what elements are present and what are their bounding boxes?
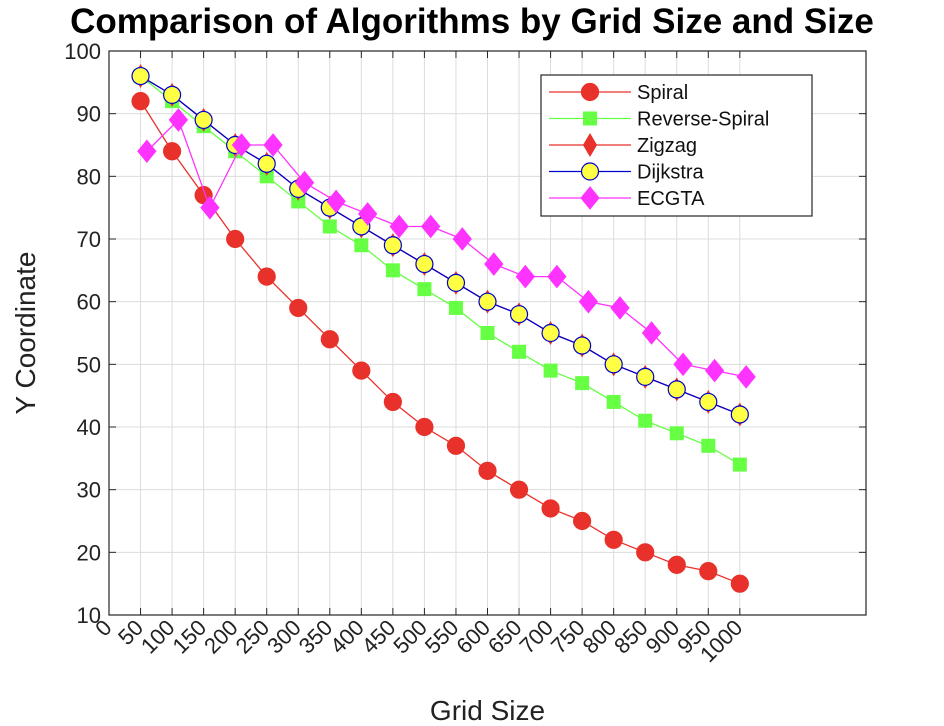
data-point — [604, 530, 623, 549]
legend: Spiral Reverse-Spiral Zigzag Dijkstra ECGTA — [540, 74, 813, 217]
data-point — [604, 355, 623, 374]
data-point — [480, 326, 495, 340]
data-point — [357, 202, 378, 226]
series-dijkstra — [131, 66, 749, 424]
series-spiral — [131, 92, 749, 593]
data-point — [452, 227, 472, 251]
data-point — [606, 394, 621, 409]
data-point — [541, 499, 560, 518]
y-tick-label: 40 — [77, 415, 101, 440]
data-point — [383, 236, 402, 255]
data-point — [478, 292, 497, 311]
y-tick-label: 100 — [64, 39, 101, 64]
data-point — [541, 323, 560, 343]
data-point — [263, 133, 283, 157]
data-point — [326, 189, 346, 214]
data-point — [543, 363, 558, 378]
data-point — [515, 264, 535, 289]
data-point — [194, 110, 213, 130]
data-point — [415, 254, 434, 274]
legend-label: Reverse-Spiral — [637, 109, 769, 131]
data-point — [352, 361, 371, 380]
data-point — [257, 267, 276, 286]
data-point — [547, 264, 567, 289]
data-point — [448, 300, 463, 315]
data-point — [226, 229, 245, 249]
data-point — [673, 352, 693, 377]
data-point — [294, 170, 315, 195]
data-point — [484, 252, 504, 276]
y-tick-label: 70 — [77, 227, 101, 252]
legend-label: Dijkstra — [637, 162, 705, 184]
legend-marker — [580, 82, 600, 102]
data-point — [575, 376, 590, 391]
data-point — [446, 273, 466, 292]
data-point — [573, 511, 592, 531]
data-point — [417, 282, 432, 297]
data-point — [478, 461, 497, 480]
y-tick-label: 60 — [77, 290, 101, 315]
data-point — [446, 436, 466, 455]
y-axis-label: Y Coordinate — [10, 252, 41, 415]
data-point — [421, 214, 441, 239]
x-tick-label: 0 — [90, 615, 116, 641]
data-point — [509, 305, 529, 324]
data-point — [320, 330, 339, 349]
data-point — [289, 298, 308, 318]
chart-title: Comparison of Algorithms by Grid Size an… — [70, 2, 874, 41]
x-axis-label: Grid Size — [430, 695, 545, 726]
data-point — [385, 263, 400, 278]
data-point — [162, 85, 182, 104]
data-point — [200, 195, 220, 220]
legend-marker — [582, 133, 598, 157]
legend-marker — [583, 111, 597, 126]
data-point — [578, 289, 599, 314]
data-point — [730, 574, 749, 593]
data-point — [730, 405, 749, 424]
y-tick-label: 90 — [77, 102, 101, 127]
data-point — [137, 139, 157, 164]
data-point — [573, 336, 592, 355]
data-point — [669, 426, 684, 441]
legend-label: ECGTA — [637, 188, 705, 210]
y-tick-label: 20 — [77, 540, 101, 565]
data-point — [131, 66, 150, 86]
data-point — [383, 392, 402, 412]
data-point — [257, 154, 276, 173]
data-point — [701, 438, 716, 453]
data-point — [168, 108, 189, 132]
data-point — [699, 392, 718, 412]
data-point — [509, 480, 529, 499]
data-point — [354, 238, 369, 253]
data-point — [667, 555, 686, 574]
legend-label: Spiral — [637, 82, 688, 104]
data-point — [732, 457, 747, 472]
y-tick-label: 50 — [77, 352, 101, 377]
legend-label: Zigzag — [637, 135, 697, 157]
y-tick-label: 80 — [77, 164, 101, 189]
data-point — [699, 562, 718, 581]
data-point — [322, 219, 337, 234]
series-ecgta — [137, 108, 756, 389]
legend-marker — [580, 162, 600, 181]
data-point — [641, 321, 662, 345]
data-point — [415, 417, 434, 437]
data-point — [610, 296, 630, 320]
data-point — [736, 365, 756, 389]
data-point — [389, 214, 409, 239]
data-point — [131, 92, 150, 111]
data-point — [512, 344, 527, 359]
y-tick-label: 30 — [77, 478, 101, 503]
legend-marker — [580, 186, 600, 210]
data-point — [704, 358, 725, 383]
data-point — [636, 367, 655, 386]
data-point — [636, 543, 655, 562]
data-point — [231, 133, 252, 157]
data-point — [162, 142, 182, 161]
y-tick-label: 10 — [77, 603, 101, 628]
data-point — [667, 380, 686, 399]
data-point — [638, 413, 653, 428]
